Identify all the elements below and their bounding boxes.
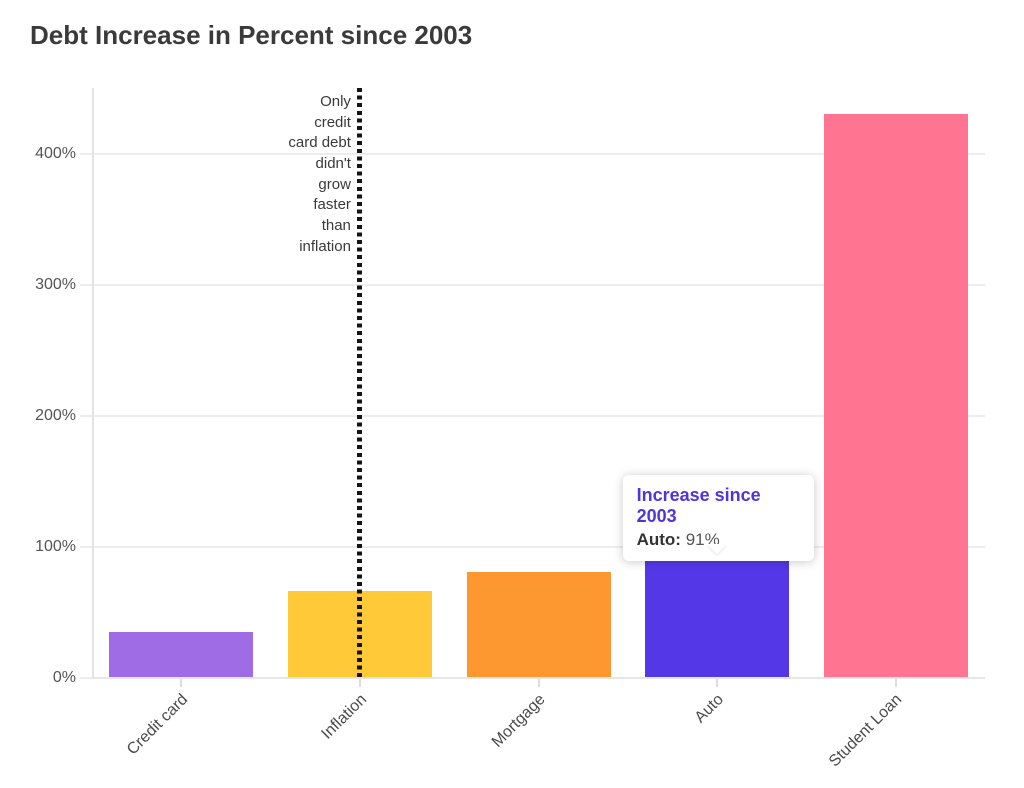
bar-student-loan[interactable] (823, 114, 968, 677)
y-tick-label: 400% (35, 145, 76, 163)
annotation-dotted-line (357, 88, 363, 677)
y-tick-label: 300% (35, 276, 76, 294)
gridline (92, 153, 985, 156)
tooltip-title: Increase since 2003 (636, 485, 761, 526)
tooltip-series-label: Auto: (636, 530, 681, 549)
y-tick-label: 200% (35, 407, 76, 425)
x-axis-label: Inflation (318, 691, 370, 743)
y-tick-mark (80, 284, 92, 287)
x-axis-label: Auto (691, 691, 728, 727)
tooltip-pointer-icon (707, 544, 728, 554)
y-tick-mark (80, 546, 92, 549)
x-tick-mark (358, 679, 361, 687)
y-tick-label: 100% (35, 538, 76, 556)
y-tick-label: 0% (52, 669, 76, 686)
x-tick-mark (894, 679, 897, 687)
page-title: Debt Increase in Percent since 2003 (30, 20, 473, 50)
gridline (92, 546, 985, 549)
x-tick-mark (716, 679, 719, 687)
y-tick-mark (80, 153, 92, 156)
x-tick-mark (180, 679, 183, 687)
x-axis-label: Mortgage (488, 691, 549, 751)
x-axis-baseline (92, 677, 985, 679)
x-axis-label: Credit card (123, 691, 192, 759)
tooltip-value-row: Auto: 91% (637, 530, 800, 550)
bar-credit-card[interactable] (109, 632, 254, 677)
y-tick-mark (80, 677, 92, 679)
gridline (92, 415, 985, 418)
x-tick-mark (537, 679, 540, 687)
y-axis-line (92, 88, 94, 677)
gridline (92, 284, 985, 287)
y-tick-mark (80, 415, 92, 418)
bar-auto[interactable] (645, 557, 790, 677)
x-axis-label: Student Loan (826, 691, 906, 771)
bar-mortgage[interactable] (466, 572, 611, 677)
annotation-text: Only credit card debt didn't grow faster… (288, 93, 351, 255)
